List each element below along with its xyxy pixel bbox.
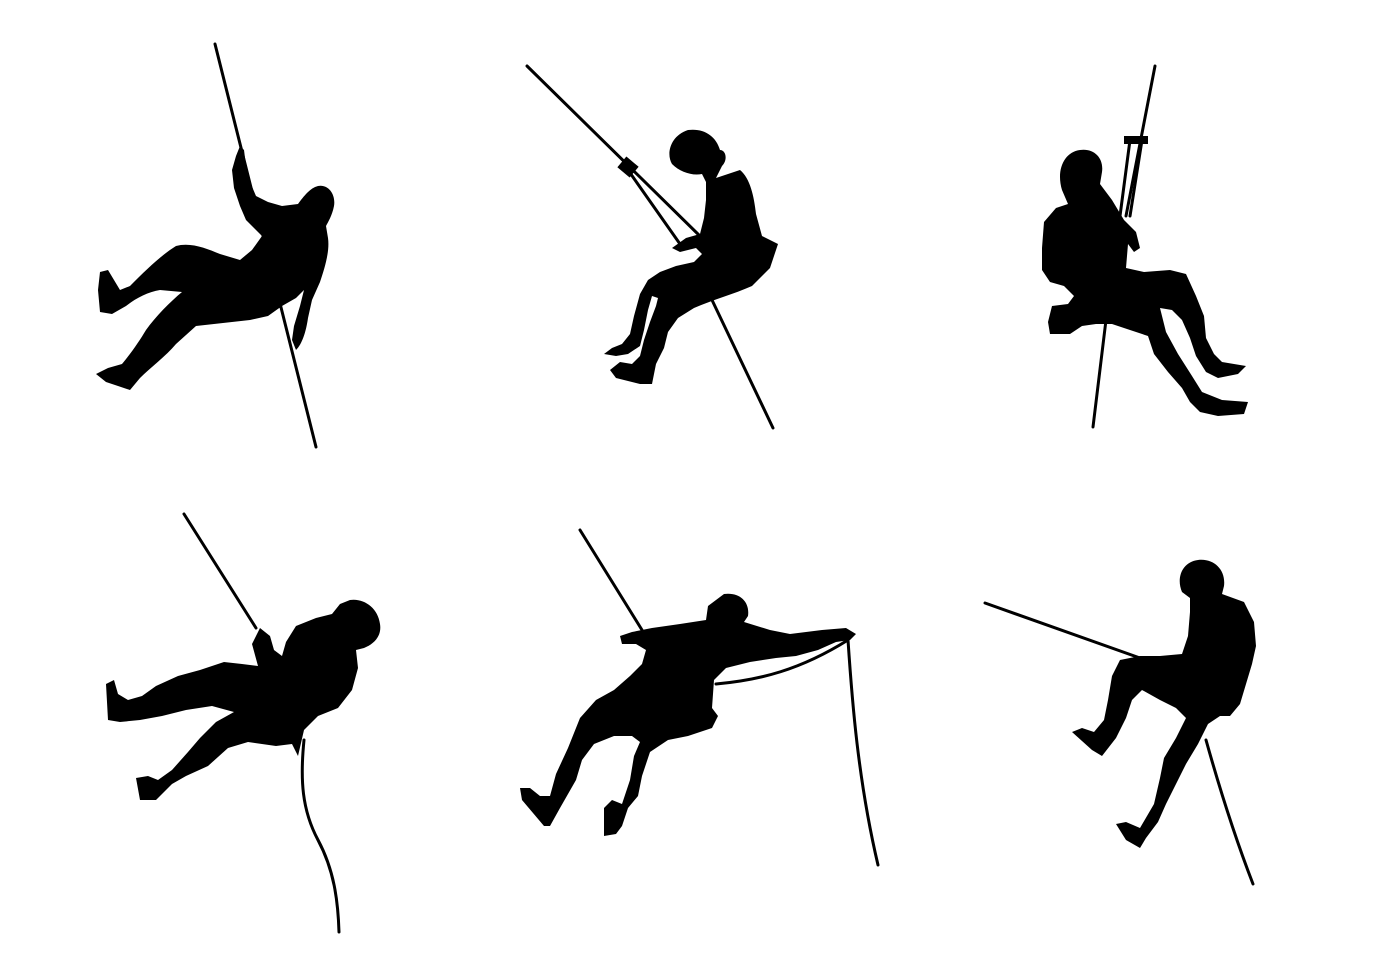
rope xyxy=(1204,738,1255,886)
climber-body xyxy=(96,146,335,390)
rope xyxy=(525,64,706,242)
rope xyxy=(1128,138,1144,218)
rope xyxy=(846,638,880,867)
rope xyxy=(1091,318,1108,429)
climber-body xyxy=(604,129,778,384)
climber-silhouette-4 xyxy=(106,512,381,934)
climber-silhouette-1 xyxy=(96,42,335,449)
rope xyxy=(300,738,341,934)
climber-silhouette-6 xyxy=(983,559,1256,886)
rope xyxy=(578,528,644,632)
rope xyxy=(626,168,682,246)
rope xyxy=(714,638,850,686)
climber-silhouette-2 xyxy=(525,64,778,430)
rope xyxy=(182,512,258,630)
climber-body xyxy=(520,593,856,836)
climber-silhouette-3 xyxy=(1042,64,1248,429)
rope xyxy=(1118,138,1132,218)
rope xyxy=(710,298,775,430)
climber-body xyxy=(1072,559,1256,848)
climber-silhouette-5 xyxy=(520,528,880,867)
climber-body xyxy=(106,599,381,800)
climber-body xyxy=(1042,149,1248,416)
descender xyxy=(1124,136,1148,144)
descender xyxy=(617,156,639,178)
rope xyxy=(983,601,1142,660)
